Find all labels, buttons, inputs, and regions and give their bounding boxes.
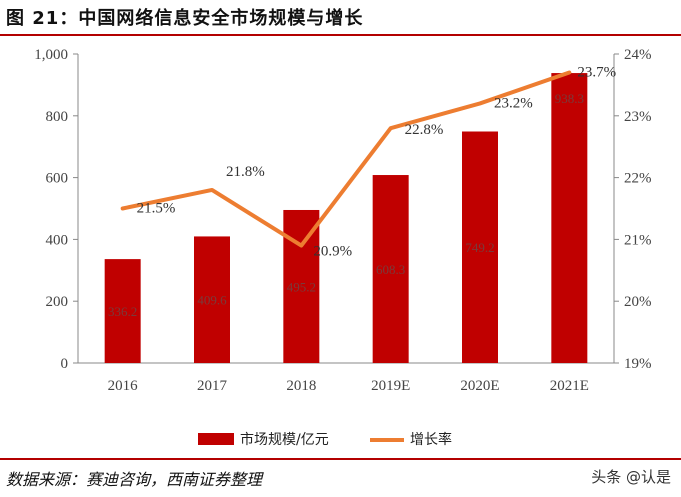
x-tick-label: 2020E [460, 378, 499, 394]
legend-swatch-bar [198, 433, 234, 445]
left-tick-label: 1,000 [34, 47, 68, 63]
left-tick-label: 800 [46, 109, 69, 125]
line-value-label: 21.5% [137, 201, 176, 217]
bar [104, 259, 141, 363]
title-rule [0, 34, 681, 36]
bar-value-label: 608.3 [376, 262, 405, 277]
left-tick-label: 0 [61, 356, 69, 372]
chart-title: 图 21：中国网络信息安全市场规模与增长 [6, 8, 364, 29]
line-point [121, 207, 125, 210]
line-value-label: 23.2% [494, 95, 533, 111]
x-tick-label: 2019E [371, 378, 410, 394]
bar [283, 209, 320, 363]
growth-rate-line [120, 70, 572, 248]
left-tick-label: 600 [46, 171, 69, 187]
line-value-label: 22.8% [405, 122, 444, 138]
right-tick-label: 22% [624, 171, 652, 187]
legend-label-line: 增长率 [410, 431, 452, 448]
right-tick-label: 23% [624, 109, 652, 125]
line-point [567, 71, 571, 75]
bar [372, 175, 409, 363]
right-tick-label: 20% [624, 294, 652, 310]
bar-value-label: 938.3 [555, 91, 584, 106]
bar-value-label: 409.6 [197, 293, 227, 308]
line-point [389, 126, 393, 130]
bar [194, 236, 230, 363]
watermark: 头条 @认是 [591, 468, 671, 486]
bar-value-label: 495.2 [287, 279, 316, 294]
line-point [478, 101, 482, 105]
bar-value-label: 749.2 [465, 240, 494, 255]
x-tick-label: 2016 [108, 378, 139, 394]
left-tick-label: 400 [46, 232, 69, 248]
line-value-label: 20.9% [313, 244, 352, 260]
chart-area: 336.2 409.6 495.2 608.3 749.2 938.3 21.5% 21.8… [34, 47, 652, 448]
right-tick-label: 24% [624, 47, 652, 63]
right-tick-label: 21% [624, 232, 652, 248]
x-tick-label: 2021E [550, 378, 589, 394]
left-tick-label: 200 [46, 294, 69, 310]
bar [551, 73, 588, 363]
x-tick-label: 2018 [286, 378, 316, 394]
line-point [210, 188, 214, 192]
line-value-label: 21.8% [226, 164, 265, 180]
source-note: 数据来源：赛迪咨询，西南证券整理 [6, 470, 263, 489]
bar-value-label: 336.2 [108, 304, 137, 319]
bar [462, 131, 498, 363]
line-value-label: 23.7% [577, 65, 616, 81]
legend-label-bar: 市场规模/亿元 [240, 431, 329, 448]
line-point [299, 244, 303, 248]
footer-rule [0, 458, 681, 460]
x-tick-label: 2017 [197, 378, 228, 394]
right-tick-label: 19% [624, 356, 652, 372]
